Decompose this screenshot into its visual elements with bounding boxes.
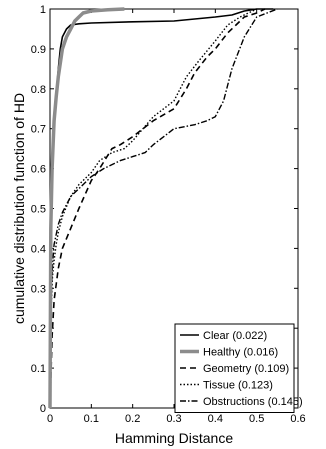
y-tick-label: 0.8 [31, 84, 46, 96]
y-tick-label: 0.5 [31, 204, 46, 216]
x-tick-label: 0.1 [84, 413, 99, 425]
y-tick-label: 0.6 [31, 164, 46, 176]
y-axis-label: cumulative distribution function of HD [11, 93, 27, 324]
y-tick-label: 0 [40, 403, 46, 415]
x-tick-label: 0 [47, 413, 53, 425]
tick-labels: 0 0.1 0.2 0.3 0.4 0.5 0.6 0 0.1 0.2 0.3 0.4 0.5 0.6 0.… [31, 4, 306, 425]
y-tick-label: 0.2 [31, 323, 46, 335]
x-tick-label: 0.6 [290, 413, 305, 425]
x-axis-label: Hamming Distance [115, 430, 233, 446]
x-tick-label: 0.5 [249, 413, 264, 425]
x-tick-label: 0.2 [125, 413, 140, 425]
legend-entry: Tissue (0.123) [203, 380, 273, 392]
legend-entry: Clear (0.022) [203, 330, 267, 342]
series-line [49, 8, 278, 409]
legend: Clear (0.022) Healthy (0.016) Geometry (0.… [174, 323, 303, 413]
y-tick-label: 0.1 [31, 363, 46, 375]
y-tick-label: 0.7 [31, 124, 46, 136]
data-series [48, 7, 278, 409]
legend-entry: Obstructions (0.145) [203, 396, 303, 408]
y-tick-label: 1 [40, 4, 46, 16]
series-line [48, 7, 125, 409]
series-line [49, 8, 258, 409]
y-tick-label: 0.9 [31, 44, 46, 56]
y-tick-label: 0.3 [31, 283, 46, 295]
y-tick-label: 0.4 [31, 243, 46, 255]
series-line [49, 8, 266, 409]
legend-entry: Healthy (0.016) [203, 347, 278, 359]
x-tick-label: 0.4 [208, 413, 223, 425]
legend-entry: Geometry (0.109) [203, 363, 289, 375]
x-tick-label: 0.3 [166, 413, 181, 425]
